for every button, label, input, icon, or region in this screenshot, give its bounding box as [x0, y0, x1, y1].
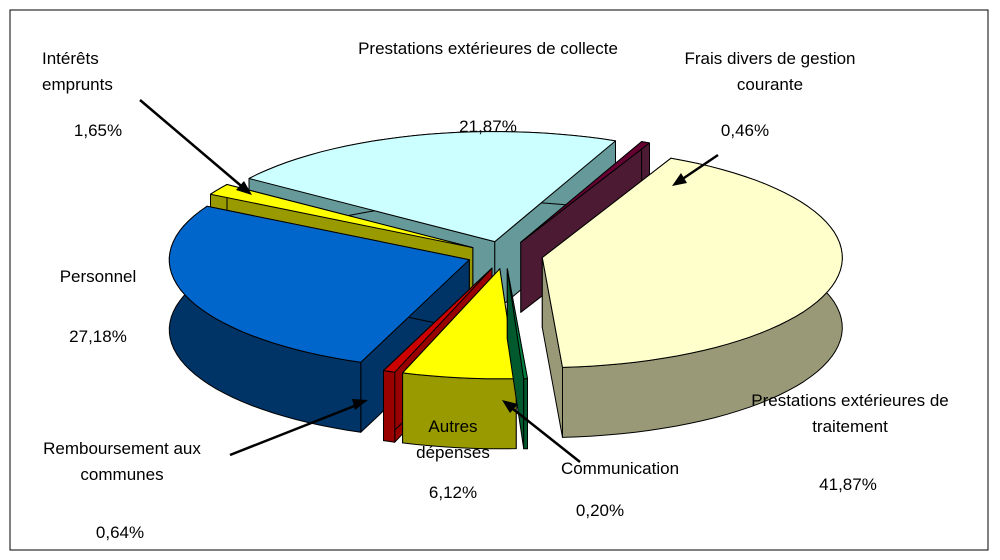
pie	[168, 131, 843, 450]
slice-value: 1,65%	[73, 121, 123, 140]
slice-value: 0,64%	[95, 523, 145, 542]
slice-value: 21,87%	[459, 117, 517, 136]
leader-line	[139, 99, 247, 191]
slice	[248, 131, 616, 243]
leader-line	[229, 401, 363, 457]
slice	[506, 268, 528, 380]
arrowhead	[502, 400, 518, 413]
slice	[383, 267, 493, 373]
slice-label: Autres dépenses	[416, 417, 490, 462]
slice	[541, 157, 843, 368]
slice-side	[383, 370, 396, 443]
slice-label: Prestations extérieures de collecte	[358, 39, 618, 58]
slice-side	[523, 378, 528, 450]
slice-value: 0,46%	[720, 121, 770, 140]
slice	[168, 205, 470, 363]
slice	[210, 184, 474, 249]
slice-label: Prestations extérieures de traitement	[751, 391, 949, 436]
slice-label: Intérêts emprunts	[42, 49, 113, 94]
slice-label: Frais divers de gestion courante	[684, 49, 856, 94]
slice	[520, 141, 650, 243]
arrowhead	[236, 181, 252, 195]
slice-value: 6,12%	[428, 483, 478, 502]
slice-value: 27,18%	[69, 327, 127, 346]
slice	[402, 268, 517, 380]
arrowhead	[672, 173, 687, 186]
leader-lines	[139, 99, 719, 463]
slice-label: Remboursement aux communes	[43, 439, 201, 484]
slice-value: 0,20%	[575, 501, 625, 520]
arrowheads	[236, 173, 687, 413]
leader-line	[507, 404, 581, 463]
leader-line	[677, 153, 719, 184]
slice-label: Communication	[560, 459, 680, 478]
arrowhead	[352, 399, 368, 410]
slice-label: Personnel	[59, 267, 137, 286]
slice-value: 41,87%	[819, 475, 877, 494]
